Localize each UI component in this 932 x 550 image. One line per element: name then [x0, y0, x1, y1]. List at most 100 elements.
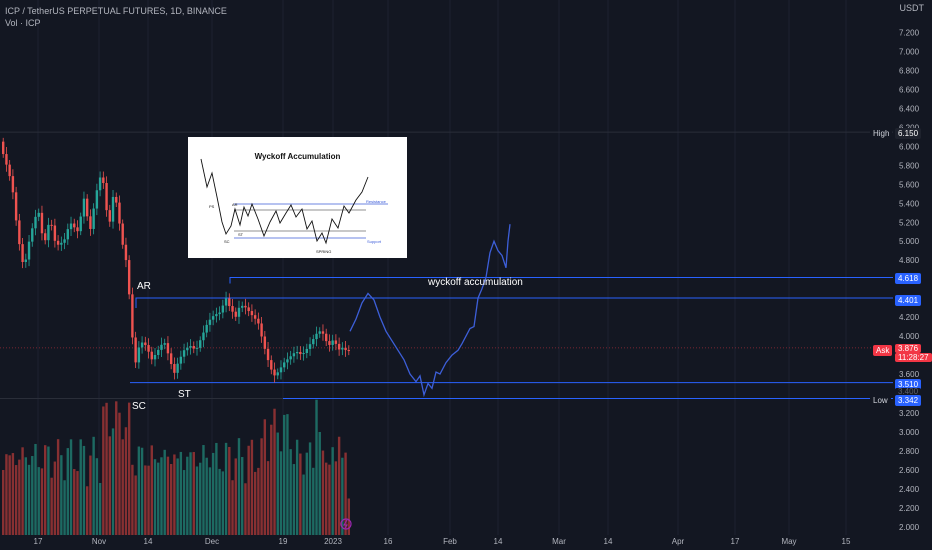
volume-bar-31	[102, 406, 105, 535]
level-4618-tag: 4.618	[895, 273, 922, 284]
candle-7	[24, 259, 28, 263]
volume-bar-14	[47, 446, 50, 535]
volume-bar-62	[202, 445, 205, 535]
annotation-wyckoff-accumulation: wyckoff accumulation	[428, 277, 523, 288]
volume-bars	[2, 399, 351, 535]
candle-0	[2, 141, 5, 155]
price-axis-label-10: 4.200	[899, 313, 920, 322]
candle-77	[250, 311, 254, 316]
volume-bar-11	[37, 467, 40, 535]
time-axis-label-14: 15	[842, 537, 851, 546]
candle-33	[108, 210, 111, 222]
volume-bar-96	[312, 467, 315, 535]
volume-bar-0	[2, 470, 5, 535]
time-axis-label-13: May	[781, 537, 796, 546]
price-axis-label-24: 7.000	[899, 48, 920, 57]
candle-17	[56, 240, 60, 245]
price-axis-label-19: 6.000	[899, 142, 920, 151]
volume-bar-58	[189, 452, 192, 535]
candle-30	[98, 177, 102, 191]
candlesticks	[2, 137, 351, 383]
volume-bar-104	[337, 436, 341, 535]
candle-4	[14, 192, 18, 221]
candle-60	[195, 347, 199, 349]
candle-9	[31, 228, 34, 242]
candle-105	[341, 347, 344, 350]
volume-bar-89	[289, 449, 292, 535]
inset-label-resistance: Resistance	[366, 199, 386, 204]
candle-69	[224, 298, 228, 306]
candle-28	[92, 208, 95, 229]
candle-79	[257, 318, 260, 324]
volume-bar-71	[231, 480, 234, 535]
candle-67	[218, 312, 221, 315]
candle-50	[163, 343, 166, 345]
candle-57	[186, 347, 189, 351]
price-axis-label-15: 5.200	[899, 218, 920, 227]
volume-bar-70	[228, 446, 231, 535]
volume-bar-90	[292, 464, 296, 535]
candle-76	[247, 307, 250, 312]
volume-bar-30	[98, 482, 102, 535]
candle-32	[105, 183, 108, 211]
volume-bar-34	[111, 428, 115, 535]
high-label: High	[870, 128, 893, 139]
candle-75	[244, 305, 247, 308]
volume-bar-22	[73, 469, 76, 535]
volume-bar-74	[241, 457, 244, 535]
volume-bar-86	[279, 451, 283, 535]
price-axis-label-2: 2.400	[899, 485, 920, 494]
candle-18	[60, 242, 63, 245]
volume-bar-10	[34, 443, 37, 535]
candle-37	[121, 223, 124, 245]
volume-bar-12	[40, 468, 44, 535]
time-axis-label-1: Nov	[92, 537, 106, 546]
candle-93	[302, 353, 305, 355]
volume-bar-36	[118, 412, 121, 535]
level-line-4401	[135, 297, 893, 309]
price-axis-label-13: 4.800	[899, 256, 920, 265]
volume-bar-33	[108, 436, 111, 535]
candle-54	[176, 363, 179, 373]
volume-bar-60	[195, 466, 199, 535]
candle-27	[89, 216, 92, 229]
volume-bar-47	[153, 459, 157, 535]
candle-2	[8, 164, 11, 177]
volume-bar-50	[163, 449, 166, 535]
candle-91	[295, 351, 299, 354]
candle-24	[79, 216, 82, 232]
volume-bar-25	[82, 445, 86, 535]
price-axis-label-23: 6.800	[899, 67, 920, 76]
volume-bar-24	[79, 439, 82, 535]
candle-102	[331, 340, 334, 345]
time-axis-label-6: 16	[384, 537, 393, 546]
volume-bar-18	[60, 455, 63, 535]
volume-bar-55	[179, 451, 183, 535]
candle-3	[11, 176, 15, 193]
candle-100	[325, 333, 328, 342]
volume-bar-7	[24, 457, 28, 535]
ask-price-tag: 3.876	[895, 344, 922, 353]
time-axis-label-0: 17	[34, 537, 43, 546]
volume-bar-95	[308, 442, 312, 535]
price-axis-label-21: 6.400	[899, 104, 920, 113]
volume-label: Vol · ICP	[5, 18, 41, 28]
candle-31	[102, 177, 105, 184]
volume-bar-13	[43, 445, 47, 535]
volume-bar-79	[257, 467, 260, 535]
candle-38	[124, 244, 128, 261]
candle-72	[234, 311, 237, 317]
currency-label[interactable]: USDT	[899, 3, 925, 13]
volume-bar-83	[270, 424, 273, 535]
volume-bar-28	[92, 436, 95, 535]
time-axis-label-4: 19	[279, 537, 288, 546]
candle-20	[66, 229, 69, 240]
volume-bar-19	[63, 480, 66, 535]
candle-65	[211, 316, 215, 320]
candle-63	[205, 324, 208, 333]
volume-bar-59	[192, 452, 195, 535]
volume-bar-43	[140, 447, 144, 535]
volume-bar-27	[89, 455, 92, 535]
volume-bar-68	[221, 471, 225, 535]
